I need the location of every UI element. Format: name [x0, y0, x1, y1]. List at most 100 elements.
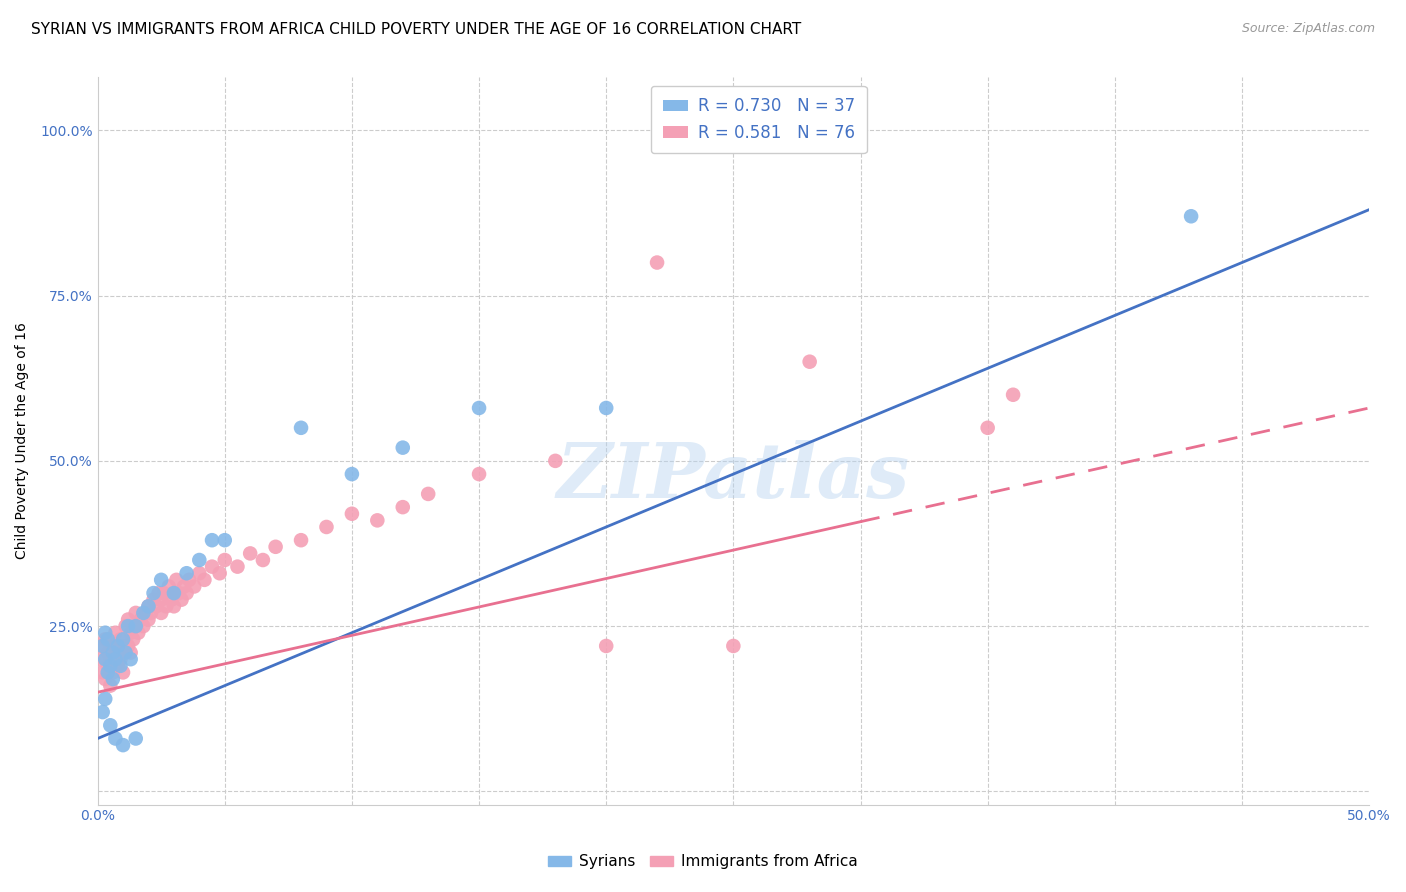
Point	[98, 679, 121, 693]
Point	[226, 559, 249, 574]
Point	[104, 731, 127, 746]
Point	[94, 691, 117, 706]
Point	[544, 454, 567, 468]
Point	[595, 639, 617, 653]
Point	[94, 625, 117, 640]
Point	[264, 540, 287, 554]
Point	[239, 546, 262, 560]
Point	[112, 646, 135, 660]
Point	[142, 586, 165, 600]
Point	[132, 606, 155, 620]
Point	[107, 639, 129, 653]
Point	[252, 553, 274, 567]
Point	[112, 632, 135, 647]
Point	[117, 619, 139, 633]
Point	[188, 566, 211, 581]
Point	[157, 579, 180, 593]
Point	[98, 652, 121, 666]
Point	[214, 533, 236, 548]
Point	[89, 652, 111, 666]
Point	[152, 586, 174, 600]
Point	[120, 625, 142, 640]
Point	[104, 652, 127, 666]
Point	[138, 599, 160, 614]
Point	[160, 592, 183, 607]
Point	[155, 599, 177, 614]
Point	[94, 632, 117, 647]
Y-axis label: Child Poverty Under the Age of 16: Child Poverty Under the Age of 16	[15, 323, 30, 559]
Point	[101, 672, 124, 686]
Point	[94, 652, 117, 666]
Point	[122, 632, 145, 647]
Point	[468, 467, 491, 481]
Point	[114, 646, 136, 660]
Point	[145, 599, 167, 614]
Point	[117, 639, 139, 653]
Point	[366, 513, 388, 527]
Point	[214, 553, 236, 567]
Point	[1180, 209, 1202, 223]
Point	[799, 354, 821, 368]
Point	[125, 619, 148, 633]
Point	[132, 619, 155, 633]
Point	[176, 566, 198, 581]
Point	[139, 606, 162, 620]
Point	[101, 665, 124, 680]
Point	[150, 573, 173, 587]
Point	[97, 665, 120, 680]
Legend: Syrians, Immigrants from Africa: Syrians, Immigrants from Africa	[543, 848, 863, 875]
Point	[127, 625, 149, 640]
Point	[91, 705, 114, 719]
Point	[163, 599, 186, 614]
Point	[98, 718, 121, 732]
Text: SYRIAN VS IMMIGRANTS FROM AFRICA CHILD POVERTY UNDER THE AGE OF 16 CORRELATION C: SYRIAN VS IMMIGRANTS FROM AFRICA CHILD P…	[31, 22, 801, 37]
Point	[97, 658, 120, 673]
Point	[125, 731, 148, 746]
Point	[142, 592, 165, 607]
Point	[110, 632, 132, 647]
Point	[148, 586, 170, 600]
Point	[645, 255, 668, 269]
Point	[112, 665, 135, 680]
Point	[468, 401, 491, 415]
Point	[114, 639, 136, 653]
Point	[107, 658, 129, 673]
Point	[138, 613, 160, 627]
Point	[595, 401, 617, 415]
Point	[104, 652, 127, 666]
Legend: R = 0.730   N = 37, R = 0.581   N = 76: R = 0.730 N = 37, R = 0.581 N = 76	[651, 86, 866, 153]
Point	[290, 533, 312, 548]
Point	[138, 599, 160, 614]
Point	[150, 592, 173, 607]
Point	[163, 586, 186, 600]
Point	[107, 639, 129, 653]
Point	[176, 586, 198, 600]
Point	[315, 520, 337, 534]
Point	[723, 639, 745, 653]
Point	[188, 553, 211, 567]
Point	[165, 573, 187, 587]
Point	[340, 507, 363, 521]
Point	[91, 639, 114, 653]
Point	[135, 606, 157, 620]
Point	[163, 586, 186, 600]
Point	[173, 579, 195, 593]
Point	[391, 500, 413, 515]
Point	[170, 592, 193, 607]
Point	[110, 658, 132, 673]
Point	[94, 672, 117, 686]
Point	[98, 658, 121, 673]
Point	[125, 619, 148, 633]
Point	[112, 738, 135, 752]
Point	[101, 639, 124, 653]
Point	[208, 566, 231, 581]
Point	[167, 586, 190, 600]
Point	[125, 606, 148, 620]
Point	[120, 646, 142, 660]
Point	[1002, 388, 1025, 402]
Point	[91, 665, 114, 680]
Point	[97, 646, 120, 660]
Point	[117, 613, 139, 627]
Point	[150, 606, 173, 620]
Point	[179, 573, 201, 587]
